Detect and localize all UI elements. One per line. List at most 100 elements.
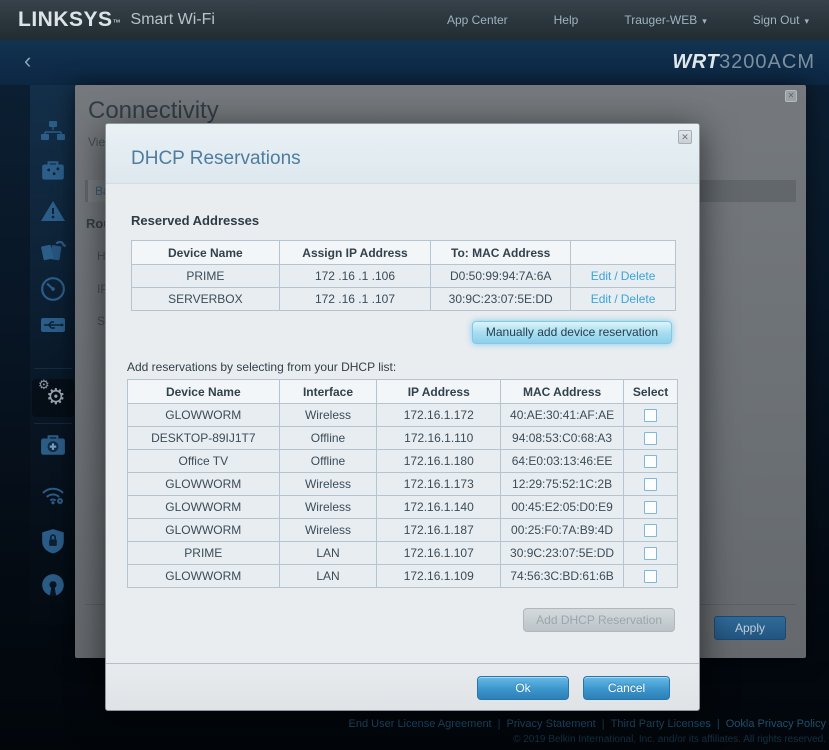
copyright-text: © 2019 Belkin International, Inc. and/or… <box>513 734 826 745</box>
trademark-symbol: ™ <box>112 17 121 27</box>
nav-app-center[interactable]: App Center <box>446 13 508 27</box>
active-item-pointer <box>66 389 76 405</box>
device-name-cell: PRIME <box>127 541 280 565</box>
link-separator: | <box>601 718 605 730</box>
sidebar-divider <box>34 368 72 369</box>
top-header: LINKSYS ™ Smart Wi-Fi App Center Help Tr… <box>0 0 829 40</box>
table-row: PRIME LAN 172.16.1.107 30:9C:23:07:5E:DD <box>127 541 678 565</box>
guest-access-icon[interactable] <box>40 158 66 184</box>
select-cell <box>623 426 678 450</box>
select-checkbox[interactable] <box>644 547 658 561</box>
top-nav: App Center Help Trauger-WEB ▾ Sign Out ▾ <box>447 13 809 27</box>
link-eula[interactable]: End User License Agreement <box>348 718 492 730</box>
link-separator: | <box>497 718 501 730</box>
mac-cell: 74:56:3C:BD:61:6B <box>500 564 625 588</box>
link-third-party[interactable]: Third Party Licenses <box>610 718 711 730</box>
table-header-row: Device Name Interface IP Address MAC Add… <box>127 379 678 404</box>
nav-sign-out[interactable]: Sign Out ▾ <box>752 13 809 27</box>
nav-router-menu[interactable]: Trauger-WEB ▾ <box>624 13 707 27</box>
link-privacy[interactable]: Privacy Statement <box>506 718 596 730</box>
edit-link[interactable]: Edit <box>590 292 612 306</box>
table-row: DESKTOP-89IJ1T7 Offline 172.16.1.110 94:08:… <box>127 426 678 450</box>
legal-footer: End User License Agreement | Privacy State… <box>349 714 826 745</box>
delete-link[interactable]: Delete <box>620 292 656 306</box>
ip-cell: 172.16.1.187 <box>376 518 502 542</box>
select-checkbox[interactable] <box>644 501 658 515</box>
manually-add-device-reservation-button[interactable]: Manually add device reservation <box>471 321 672 344</box>
dhcp-list-heading: Add reservations by selecting from your … <box>127 360 397 374</box>
device-name-cell: GLOWWORM <box>127 472 280 496</box>
edit-link[interactable]: Edit <box>590 269 612 283</box>
table-row: GLOWWORM Wireless 172.16.1.173 12:29:75:52:… <box>127 472 678 496</box>
parental-controls-icon[interactable] <box>40 198 66 224</box>
interface-cell: Wireless <box>278 472 378 496</box>
select-checkbox[interactable] <box>644 570 658 584</box>
select-cell <box>623 403 678 427</box>
link-ookla[interactable]: Ookla Privacy Policy <box>725 718 826 730</box>
apply-button[interactable]: Apply <box>714 616 786 640</box>
table-row: SERVERBOX 172 .16 .1 .107 30:9C:23:07:5E… <box>131 287 676 311</box>
device-name-cell: GLOWWORM <box>127 564 280 588</box>
nav-help[interactable]: Help <box>553 13 579 27</box>
table-row: GLOWWORM Wireless 172.16.1.140 00:45:E2:05:… <box>127 495 678 519</box>
ip-cell: 172.16.1.109 <box>376 564 502 588</box>
mac-cell: 00:25:F0:7A:B9:4D <box>500 518 625 542</box>
wireless-icon[interactable] <box>40 482 66 508</box>
select-cell <box>623 541 678 565</box>
media-prioritization-icon[interactable] <box>40 238 66 264</box>
modal-header: DHCP Reservations <box>106 124 699 184</box>
col-assign-ip: Assign IP Address <box>278 240 432 265</box>
panel-close-icon[interactable]: ✕ <box>785 90 797 102</box>
external-storage-icon[interactable] <box>40 312 66 338</box>
actions-cell: Edit / Delete <box>570 287 676 311</box>
modal-close-icon[interactable]: ✕ <box>678 130 692 144</box>
select-cell <box>623 518 678 542</box>
mac-cell: 00:45:E2:05:D0:E9 <box>500 495 625 519</box>
select-checkbox[interactable] <box>644 455 658 469</box>
table-header-row: Device Name Assign IP Address To: MAC Ad… <box>131 240 676 265</box>
separator: / <box>614 269 618 283</box>
security-shield-icon[interactable] <box>40 528 66 554</box>
select-checkbox[interactable] <box>644 432 658 446</box>
network-map-icon[interactable] <box>40 118 66 144</box>
gear-icon: ⚙ <box>38 378 50 393</box>
cancel-button[interactable]: Cancel <box>583 676 670 700</box>
col-interface: Interface <box>278 379 378 404</box>
device-name-cell: Office TV <box>127 449 280 473</box>
select-checkbox[interactable] <box>644 524 658 538</box>
select-checkbox[interactable] <box>644 409 658 423</box>
chevron-down-icon: ▾ <box>702 16 707 26</box>
col-device-name: Device Name <box>131 240 280 265</box>
troubleshooting-icon[interactable] <box>40 432 66 458</box>
select-cell <box>623 472 678 496</box>
linksys-logo: LINKSYS <box>18 8 113 31</box>
interface-cell: LAN <box>278 541 378 565</box>
add-dhcp-reservation-button[interactable]: Add DHCP Reservation <box>523 608 675 632</box>
modal-title: DHCP Reservations <box>131 148 301 169</box>
device-name-cell: GLOWWORM <box>127 518 280 542</box>
sub-header: ‹ WRT3200ACM <box>0 40 829 85</box>
ip-cell: 172.16.1.107 <box>376 541 502 565</box>
reserved-addresses-table: Device Name Assign IP Address To: MAC Ad… <box>131 240 676 311</box>
ip-cell: 172.16.1.172 <box>376 403 502 427</box>
device-name-cell: GLOWWORM <box>127 403 280 427</box>
page-title: Connectivity <box>88 97 219 124</box>
interface-cell: Wireless <box>278 518 378 542</box>
select-checkbox[interactable] <box>644 478 658 492</box>
device-name-cell: GLOWWORM <box>127 495 280 519</box>
connectivity-gears-icon[interactable]: ⚙ ⚙ <box>38 378 72 415</box>
col-ip-address: IP Address <box>376 379 502 404</box>
mac-cell: 64:E0:03:13:46:EE <box>500 449 625 473</box>
select-cell <box>623 564 678 588</box>
gear-icon: ⚙ <box>46 385 66 410</box>
speed-test-icon[interactable] <box>40 276 66 302</box>
ok-button[interactable]: Ok <box>477 676 569 700</box>
back-chevron-icon[interactable]: ‹ <box>24 48 32 73</box>
delete-link[interactable]: Delete <box>620 269 656 283</box>
model-name: 3200ACM <box>719 51 815 73</box>
openvpn-icon[interactable] <box>40 572 66 598</box>
mac-cell: 94:08:53:C0:68:A3 <box>500 426 625 450</box>
table-row: PRIME 172 .16 .1 .106 D0:50:99:94:7A:6A … <box>131 264 676 288</box>
ip-cell: 172.16.1.110 <box>376 426 502 450</box>
ip-cell: 172.16.1.140 <box>376 495 502 519</box>
